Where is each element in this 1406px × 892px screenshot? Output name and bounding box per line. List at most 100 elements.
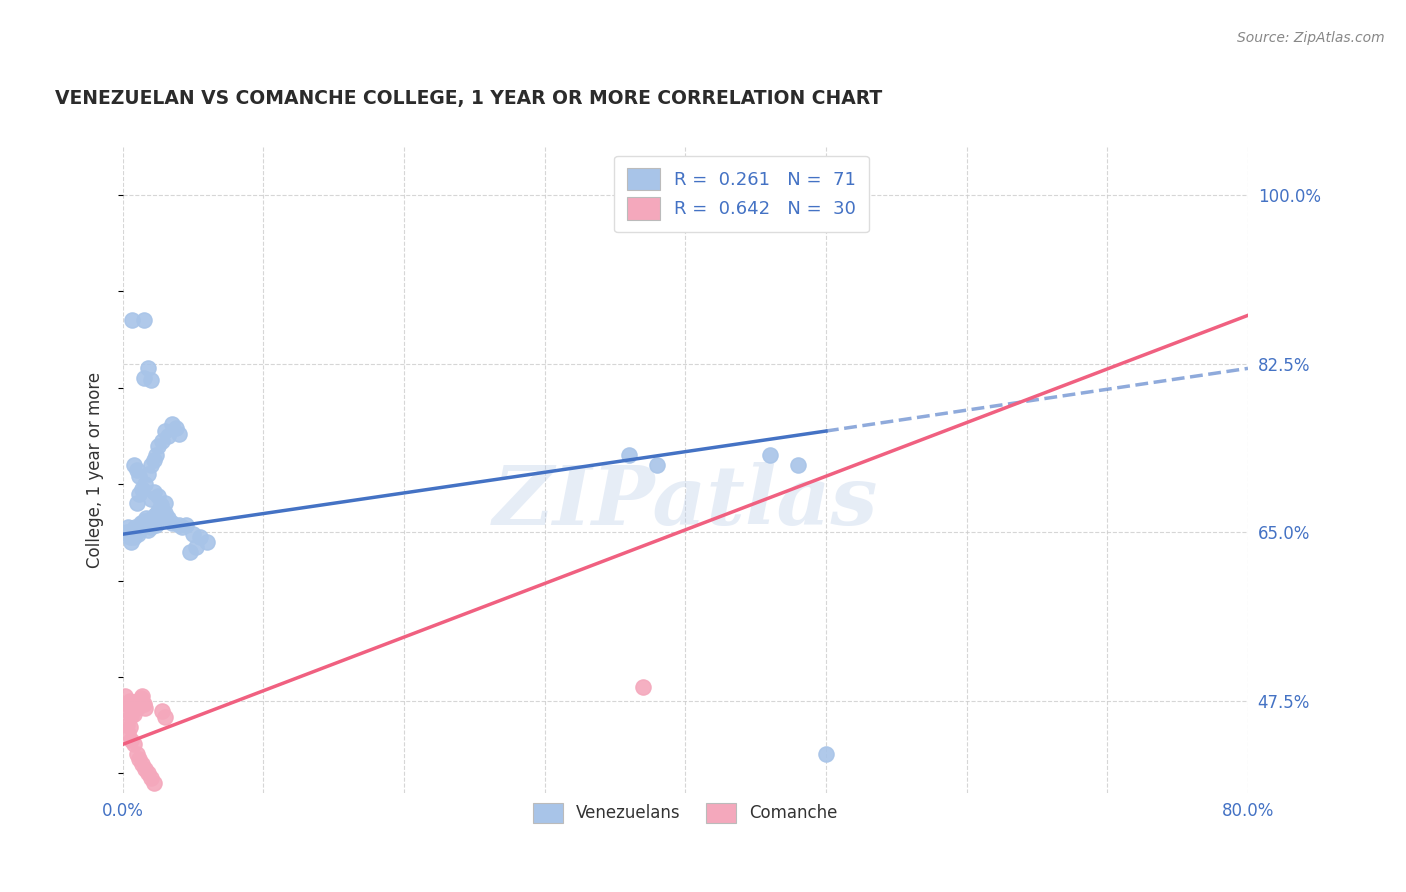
- Point: [124, 697, 146, 711]
- Point: [139, 520, 162, 534]
- Point: [142, 484, 165, 499]
- Point: [167, 517, 190, 532]
- Point: [120, 732, 142, 747]
- Point: [122, 706, 145, 721]
- Point: [142, 776, 165, 790]
- Point: [814, 187, 837, 202]
- Text: VENEZUELAN VS COMANCHE COLLEGE, 1 YEAR OR MORE CORRELATION CHART: VENEZUELAN VS COMANCHE COLLEGE, 1 YEAR O…: [55, 89, 883, 108]
- Point: [153, 496, 176, 510]
- Point: [121, 700, 143, 714]
- Point: [134, 517, 156, 532]
- Point: [631, 680, 654, 694]
- Point: [120, 535, 142, 549]
- Point: [174, 517, 197, 532]
- Point: [188, 530, 211, 544]
- Point: [117, 704, 139, 718]
- Point: [143, 508, 166, 522]
- Legend: Venezuelans, Comanche: Venezuelans, Comanche: [526, 796, 844, 830]
- Point: [134, 700, 156, 714]
- Point: [132, 514, 155, 528]
- Point: [129, 516, 152, 530]
- Point: [124, 520, 146, 534]
- Point: [156, 429, 179, 443]
- Point: [122, 458, 145, 472]
- Point: [136, 467, 159, 482]
- Point: [145, 448, 167, 462]
- Point: [645, 458, 668, 472]
- Point: [153, 506, 176, 520]
- Point: [150, 504, 173, 518]
- Point: [142, 453, 165, 467]
- Point: [134, 477, 156, 491]
- Point: [156, 511, 179, 525]
- Point: [139, 373, 162, 387]
- Point: [617, 448, 640, 462]
- Point: [118, 720, 141, 734]
- Point: [150, 434, 173, 448]
- Point: [118, 530, 141, 544]
- Point: [115, 718, 138, 732]
- Point: [148, 508, 170, 522]
- Point: [195, 535, 218, 549]
- Point: [139, 771, 162, 785]
- Point: [758, 448, 780, 462]
- Point: [153, 424, 176, 438]
- Point: [120, 708, 142, 723]
- Point: [150, 704, 173, 718]
- Point: [117, 520, 139, 534]
- Point: [139, 458, 162, 472]
- Point: [146, 504, 169, 518]
- Point: [129, 691, 152, 706]
- Point: [125, 462, 148, 476]
- Point: [146, 438, 169, 452]
- Y-axis label: College, 1 year or more: College, 1 year or more: [86, 372, 104, 567]
- Point: [167, 426, 190, 441]
- Point: [128, 752, 150, 766]
- Point: [152, 508, 174, 522]
- Point: [132, 371, 155, 385]
- Point: [132, 313, 155, 327]
- Point: [141, 511, 163, 525]
- Point: [165, 421, 187, 435]
- Point: [121, 313, 143, 327]
- Point: [114, 690, 136, 704]
- Point: [170, 520, 193, 534]
- Text: ZIPatlas: ZIPatlas: [492, 462, 877, 542]
- Point: [127, 527, 149, 541]
- Point: [131, 690, 153, 704]
- Point: [153, 710, 176, 724]
- Point: [115, 525, 138, 540]
- Text: Source: ZipAtlas.com: Source: ZipAtlas.com: [1237, 31, 1385, 45]
- Point: [149, 498, 172, 512]
- Point: [125, 496, 148, 510]
- Point: [117, 726, 139, 740]
- Point: [814, 747, 837, 761]
- Point: [160, 417, 183, 432]
- Point: [121, 527, 143, 541]
- Point: [125, 525, 148, 540]
- Point: [128, 486, 150, 500]
- Point: [131, 482, 153, 496]
- Point: [115, 697, 138, 711]
- Point: [118, 694, 141, 708]
- Point: [786, 458, 808, 472]
- Point: [135, 511, 157, 525]
- Point: [179, 544, 201, 558]
- Point: [127, 694, 149, 708]
- Point: [122, 738, 145, 752]
- Point: [134, 762, 156, 776]
- Point: [128, 698, 150, 713]
- Point: [184, 540, 207, 554]
- Point: [136, 524, 159, 538]
- Point: [122, 530, 145, 544]
- Point: [145, 517, 167, 532]
- Point: [125, 700, 148, 714]
- Point: [160, 516, 183, 530]
- Point: [125, 747, 148, 761]
- Point: [138, 516, 160, 530]
- Point: [136, 361, 159, 376]
- Point: [136, 766, 159, 780]
- Point: [131, 756, 153, 771]
- Point: [142, 516, 165, 530]
- Point: [139, 491, 162, 506]
